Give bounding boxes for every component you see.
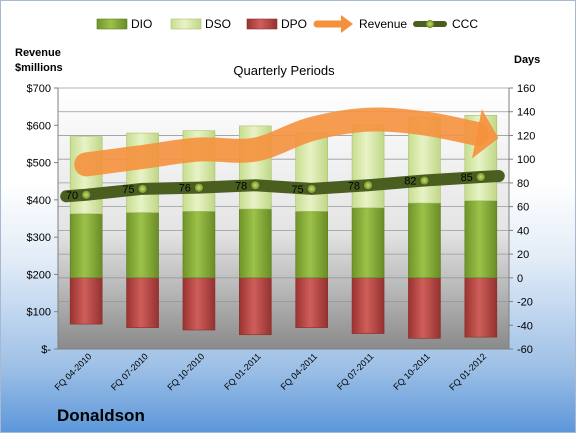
- right-tick-label-2: -20: [517, 297, 533, 309]
- ccc-point-3: [250, 180, 261, 191]
- left-tick-label-1: $100: [27, 307, 51, 319]
- left-tick-label-5: $500: [27, 158, 51, 170]
- ccc-label-2: 76: [179, 183, 191, 195]
- left-tick-label-6: $600: [27, 120, 51, 132]
- legend-label-dio: DIO: [131, 17, 152, 31]
- legend-label-revenue: Revenue: [359, 17, 407, 31]
- ccc-label-7: 85: [461, 172, 473, 184]
- right-tick-label-5: 40: [517, 225, 529, 237]
- revenue-series: [74, 107, 499, 177]
- ccc-point-4: [306, 184, 317, 194]
- left-tick-label-0: $-: [41, 344, 51, 356]
- legend-label-dso: DSO: [205, 17, 231, 31]
- legend: DIO DSO DPO Revenue CCC: [96, 15, 478, 33]
- x-tick-label-5: FQ 07-2011: [335, 351, 376, 392]
- right-tick-label-7: 80: [517, 178, 529, 190]
- legend-swatch-dpo: [246, 18, 278, 30]
- left-axis-title-line1: Revenue: [15, 47, 61, 59]
- ccc-point-6: [419, 175, 430, 186]
- right-tick-label-1: -40: [517, 320, 533, 332]
- x-tick-label-2: FQ 10-2010: [165, 351, 206, 392]
- legend-swatch-dso: [170, 18, 202, 30]
- ccc-label-6: 82: [404, 176, 416, 188]
- right-tick-label-3: 0: [517, 273, 523, 285]
- x-tick-label-1: FQ 07-2010: [109, 351, 150, 392]
- ccc-point-0: [81, 190, 91, 200]
- right-axis-title: Days: [514, 54, 540, 66]
- left-tick-label-3: $300: [27, 232, 51, 244]
- legend-dot-ccc: [426, 20, 434, 28]
- bar-dpo-0: [69, 277, 103, 325]
- bar-dpo-6: [408, 277, 441, 339]
- right-tick-label-4: 20: [517, 249, 529, 261]
- left-tick-label-2: $200: [27, 269, 51, 281]
- ccc-label-1: 75: [122, 184, 134, 196]
- ccc-series: 70 75 76 78 75 78 82 85: [60, 169, 505, 203]
- ccc-point-1: [137, 184, 148, 194]
- bar-dio-2: [182, 211, 216, 279]
- bar-dio-1: [126, 212, 159, 279]
- x-tick-label-6: FQ 10-2011: [391, 351, 432, 392]
- bar-dpo-4: [295, 277, 328, 328]
- right-tick-label-8: 100: [517, 154, 535, 166]
- bar-dpo-1: [126, 277, 159, 328]
- ccc-label-3: 78: [235, 180, 247, 192]
- x-tick-label-4: FQ 04-2011: [279, 351, 320, 392]
- chart-title: Quarterly Periods: [233, 63, 335, 78]
- ccc-label-0: 70: [66, 190, 78, 202]
- bar-dio-5: [351, 207, 385, 279]
- bar-dio-0: [69, 213, 103, 279]
- x-tick-label-3: FQ 01-2011: [222, 351, 263, 392]
- legend-label-dpo: DPO: [281, 17, 307, 31]
- right-tick-label-11: 160: [517, 83, 535, 95]
- bar-dio-3: [239, 208, 272, 279]
- right-tick-label-0: -60: [517, 344, 533, 356]
- right-tick-label-9: 120: [517, 130, 535, 142]
- right-tick-label-10: 140: [517, 107, 535, 119]
- revenue-line: [74, 107, 489, 177]
- bar-dso-4: [295, 132, 328, 212]
- x-tick-label-7: FQ 01-2012: [447, 351, 488, 392]
- company-name: Donaldson: [57, 406, 145, 425]
- bar-dso-5: [351, 124, 385, 209]
- bar-dpo-7: [464, 277, 498, 338]
- legend-arrowhead-revenue: [341, 15, 353, 33]
- bar-dpo-5: [351, 277, 385, 334]
- bar-dio-7: [464, 200, 498, 279]
- bar-dpo-3: [239, 277, 272, 336]
- ccc-point-7: [476, 172, 486, 182]
- revenue-arrowhead: [471, 109, 499, 159]
- left-tick-label-4: $400: [27, 195, 51, 207]
- legend-label-ccc: CCC: [452, 17, 478, 31]
- ccc-line: [60, 169, 505, 203]
- ccc-point-2: [194, 182, 204, 193]
- x-tick-label-0: FQ 04-2010: [53, 351, 94, 392]
- right-tick-label-6: 60: [517, 202, 529, 214]
- ccc-label-4: 75: [291, 184, 303, 196]
- left-tick-label-7: $700: [27, 83, 51, 95]
- ccc-label-5: 78: [348, 180, 360, 192]
- left-axis-title-line2: $millions: [15, 62, 63, 74]
- bar-dpo-2: [182, 277, 216, 331]
- ccc-point-5: [363, 180, 373, 191]
- bar-dio-4: [295, 211, 328, 279]
- bar-dio-6: [408, 202, 441, 279]
- legend-swatch-dio: [96, 18, 128, 30]
